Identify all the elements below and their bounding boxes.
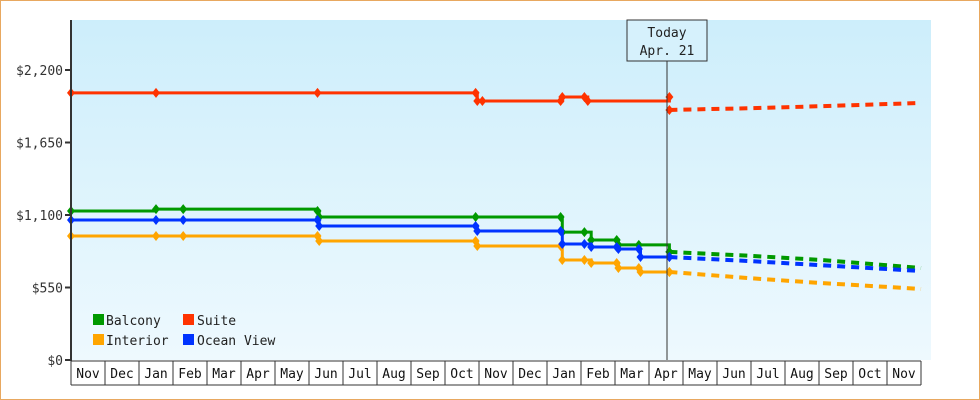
x-axis-months: Nov Dec Jan Feb Mar Apr May Jun Jul Aug Sep Oct Nov D… xyxy=(70,360,922,386)
data-point-marker[interactable] xyxy=(580,254,589,265)
legend-swatch-ocean-view xyxy=(183,334,194,345)
y-tick-label: $550 xyxy=(32,282,63,297)
data-point-marker[interactable] xyxy=(614,262,623,273)
x-month-label: Mar xyxy=(212,367,236,382)
data-point-marker[interactable] xyxy=(558,254,567,265)
y-axis-ticks: $0 $550 $1,100 $1,650 $2,200 xyxy=(16,64,71,369)
x-month-label: Feb xyxy=(586,367,610,382)
data-point-marker[interactable] xyxy=(636,266,645,277)
data-point-marker[interactable] xyxy=(473,240,482,251)
y-tick-label: $1,100 xyxy=(16,209,63,224)
x-month-label: Nov xyxy=(76,367,100,382)
x-month-label: Jul xyxy=(756,367,779,382)
x-month-label: Oct xyxy=(858,367,881,382)
y-tick-label: $1,650 xyxy=(16,137,63,152)
series-ocean-view xyxy=(67,215,922,274)
data-point-marker[interactable] xyxy=(556,225,565,236)
legend: Balcony Suite Interior Ocean View xyxy=(93,314,275,349)
legend-label-balcony: Balcony xyxy=(106,314,161,329)
data-point-marker[interactable] xyxy=(471,87,480,98)
x-month-label: Jan xyxy=(144,367,167,382)
data-point-marker[interactable] xyxy=(580,239,589,249)
legend-label-suite: Suite xyxy=(197,314,236,329)
data-point-marker[interactable] xyxy=(473,95,482,106)
x-month-label: May xyxy=(280,367,304,382)
y-tick-label: $0 xyxy=(47,354,63,369)
data-point-marker[interactable] xyxy=(634,244,643,255)
data-point-marker[interactable] xyxy=(152,230,160,241)
x-month-label: Sep xyxy=(824,367,848,382)
legend-item-ocean-view[interactable]: Ocean View xyxy=(183,334,275,349)
x-month-label: May xyxy=(688,367,712,382)
legend-swatch-suite xyxy=(183,314,194,325)
data-point-marker[interactable] xyxy=(478,95,487,106)
x-month-label: Feb xyxy=(178,367,202,382)
y-tick-label: $2,200 xyxy=(16,64,63,79)
data-point-marker[interactable] xyxy=(179,215,188,226)
x-month-label: Dec xyxy=(110,367,133,382)
plot-area xyxy=(71,20,931,360)
data-point-marker[interactable] xyxy=(556,211,565,222)
today-label: Today xyxy=(647,26,686,41)
today-date: Apr. 21 xyxy=(640,44,695,59)
series-interior xyxy=(67,230,922,291)
x-month-label: Jun xyxy=(722,367,745,382)
x-month-label: Jan xyxy=(552,367,575,382)
data-point-marker[interactable] xyxy=(179,204,188,215)
data-point-marker[interactable] xyxy=(315,235,324,246)
series-forecast xyxy=(669,100,922,112)
series-forecast xyxy=(669,249,922,270)
today-box xyxy=(626,19,708,62)
data-point-marker[interactable] xyxy=(580,227,589,238)
x-month-label: Dec xyxy=(518,367,541,382)
legend-swatch-interior xyxy=(93,334,104,345)
x-month-label: Mar xyxy=(620,367,644,382)
legend-item-suite[interactable]: Suite xyxy=(183,314,236,329)
x-month-label: Jun xyxy=(314,367,337,382)
series-layer xyxy=(67,87,922,291)
legend-swatch-balcony xyxy=(93,314,104,325)
legend-label-ocean-view: Ocean View xyxy=(197,334,275,349)
x-month-label: Nov xyxy=(484,367,508,382)
data-point-marker[interactable] xyxy=(587,257,596,268)
x-month-label: Aug xyxy=(382,367,405,382)
data-point-marker[interactable] xyxy=(473,225,482,236)
x-month-label: Nov xyxy=(892,367,916,382)
data-point-marker[interactable] xyxy=(313,87,322,98)
data-point-marker[interactable] xyxy=(471,211,480,222)
data-point-marker[interactable] xyxy=(558,92,567,103)
x-month-label: Apr xyxy=(654,367,678,382)
today-marker: Today Apr. 21 xyxy=(626,19,708,360)
data-point-marker[interactable] xyxy=(636,252,645,263)
data-point-marker[interactable] xyxy=(152,204,160,215)
series-forecast xyxy=(669,255,922,274)
data-point-marker[interactable] xyxy=(152,215,160,226)
legend-label-interior: Interior xyxy=(106,334,169,349)
data-point-marker[interactable] xyxy=(558,239,567,249)
x-month-label: Oct xyxy=(450,367,473,382)
data-point-marker[interactable] xyxy=(587,242,596,253)
x-month-label: Apr xyxy=(246,367,270,382)
legend-item-interior[interactable]: Interior xyxy=(93,334,169,349)
data-point-marker[interactable] xyxy=(315,220,324,231)
legend-item-balcony[interactable]: Balcony xyxy=(93,314,161,329)
data-point-marker[interactable] xyxy=(583,95,592,106)
data-point-marker[interactable] xyxy=(152,87,160,98)
series-forecast xyxy=(669,269,922,291)
x-month-label: Aug xyxy=(790,367,813,382)
x-month-label: Sep xyxy=(416,367,440,382)
x-month-label: Jul xyxy=(348,367,371,382)
data-point-marker[interactable] xyxy=(179,230,188,241)
data-point-marker[interactable] xyxy=(614,244,623,255)
